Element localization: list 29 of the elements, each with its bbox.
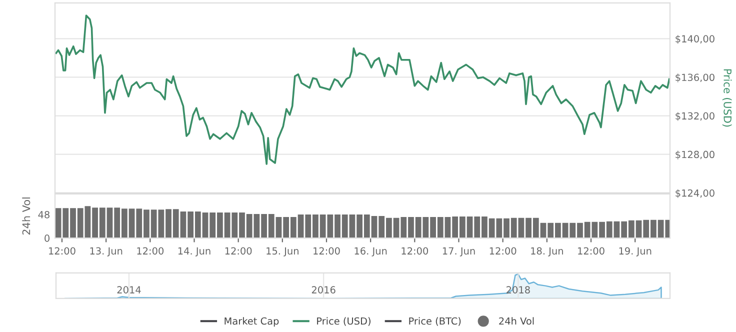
y-axis-title: Price (USD): [722, 69, 732, 127]
x-tick-label: 12:00: [314, 247, 340, 255]
x-tick-label: 17. Jun: [442, 247, 475, 256]
x-tick-label: 2014: [117, 286, 141, 294]
x-tick-label: 15. Jun: [266, 247, 298, 256]
x-tick-label: 16. Jun: [354, 247, 387, 256]
x-tick-label: 19. Jun: [619, 247, 652, 256]
x-tick-label: 14. Jun: [178, 247, 210, 256]
x-tick-label: 18. Jun: [531, 247, 563, 256]
x-tick-label: 12:00: [578, 247, 604, 255]
legend-label: Price (USD): [317, 317, 370, 326]
legend-label: Market Cap: [224, 317, 279, 327]
legend-label: 24h Vol: [499, 317, 534, 325]
x-tick-label: 12:00: [137, 247, 164, 255]
x-tick-label: 12:00: [402, 247, 428, 255]
y-tick-label: 48: [38, 210, 50, 218]
y-axis-title: 24h Vol: [22, 198, 30, 235]
x-tick-label: 12:00: [49, 247, 76, 255]
y-tick-label: $124,00: [676, 189, 714, 198]
legend-label: Price (BTC): [409, 317, 461, 326]
y-tick-label: 0: [44, 234, 50, 242]
x-tick-label: 12:00: [225, 247, 252, 255]
y-tick-label: $132,00: [676, 112, 714, 121]
x-tick-label: 2016: [312, 286, 336, 294]
y-tick-label: $128,00: [676, 150, 714, 160]
x-tick-label: 13. Jun: [90, 247, 122, 256]
x-tick-label: 12:00: [490, 247, 516, 255]
y-tick-label: $136,00: [676, 74, 714, 82]
y-tick-label: $140,00: [676, 34, 714, 44]
